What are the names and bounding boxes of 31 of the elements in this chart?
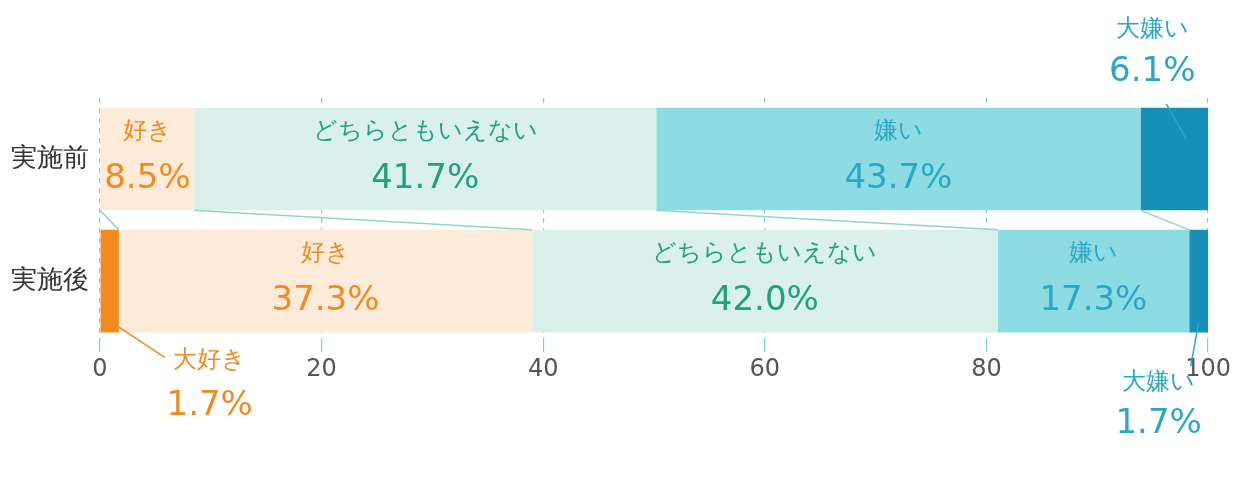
bar (656, 107, 1141, 211)
text: 大好き (173, 344, 247, 373)
y-tick-label: 実施後 (11, 263, 89, 294)
bar (194, 107, 657, 211)
series-label: 好き (301, 238, 350, 267)
text: どちらともいえない (312, 116, 538, 145)
x-tick-label: 0 (92, 353, 108, 382)
bar (1189, 229, 1209, 333)
data-label: 8.5% (104, 155, 191, 196)
x-tick-label: 40 (527, 353, 559, 382)
series-label: 嫌い (1068, 238, 1118, 267)
series-label: どちらともいえない (652, 238, 878, 267)
y-tick-label: 実施前 (11, 141, 89, 172)
data-label: 1.7% (1115, 401, 1202, 442)
x-tick-label: 20 (306, 353, 337, 382)
text: 大嫌い (1115, 14, 1189, 42)
data-label: 6.1% (1109, 48, 1196, 89)
data-label: 43.7% (844, 155, 953, 196)
data-label: 1.7% (166, 383, 253, 424)
x-tick-label: 80 (971, 353, 1002, 382)
data-label: 41.7% (371, 155, 480, 196)
x-tick-label: 60 (749, 353, 781, 382)
data-label: 37.3% (271, 277, 380, 318)
text: 好き (122, 116, 172, 145)
data-label: 42.0% (710, 277, 819, 318)
bar (118, 229, 533, 333)
bar (1140, 107, 1209, 211)
bar (997, 229, 1190, 333)
text: 嫌い (873, 116, 923, 145)
bar (532, 229, 998, 333)
data-label: 17.3% (1039, 277, 1148, 318)
